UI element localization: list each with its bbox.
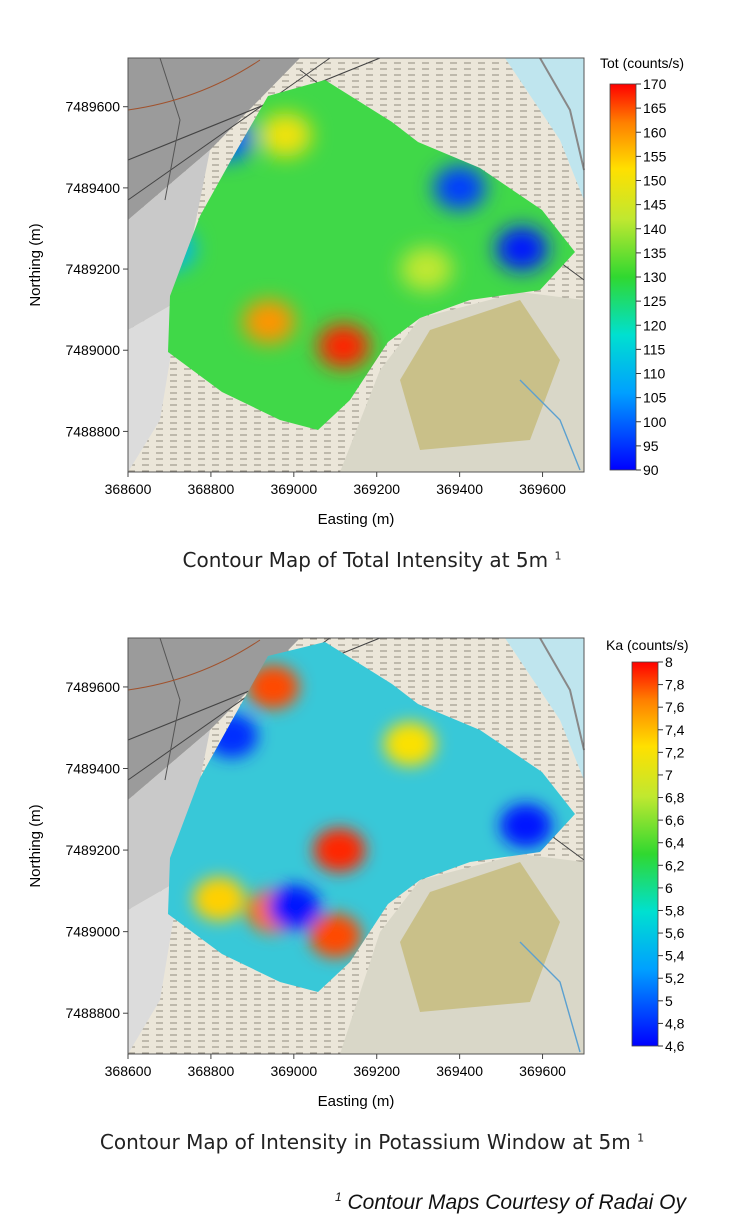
x-tick-label: 369200 — [353, 481, 400, 497]
colorbar-tick-label: 8 — [665, 654, 673, 670]
x-tick-label: 369400 — [436, 1063, 483, 1079]
x-tick-label: 368800 — [188, 481, 235, 497]
colorbar-tick-label: 140 — [643, 221, 667, 237]
colorbar-title: Tot (counts/s) — [600, 55, 684, 71]
contour-hotspot — [383, 722, 436, 767]
colorbar-tick-label: 5 — [665, 993, 673, 1009]
colorbar-tick-label: 7,6 — [665, 699, 685, 715]
y-tick-label: 7489400 — [65, 761, 120, 777]
colorbar-tick-label: 6,6 — [665, 812, 685, 828]
colorbar-tick-label: 6 — [665, 880, 673, 896]
colorbar-tick-label: 7 — [665, 767, 673, 783]
contour-hotspot — [317, 324, 370, 369]
x-tick-label: 368600 — [105, 481, 152, 497]
contour-hotspot — [309, 913, 362, 958]
y-tick-label: 7489000 — [65, 924, 120, 940]
x-tick-label: 369200 — [353, 1063, 400, 1079]
contour-hotspot — [400, 247, 453, 292]
y-tick-label: 7489200 — [65, 261, 120, 277]
y-tick-label: 7489000 — [65, 342, 120, 358]
plot-frame — [127, 57, 585, 473]
x-tick-label: 368800 — [188, 1063, 235, 1079]
caption-total-intensity: Contour Map of Total Intensity at 5m 1 — [182, 548, 562, 572]
contour-hotspot — [193, 877, 246, 922]
colorbar-tick-label: 5,2 — [665, 970, 685, 986]
colorbar-tick-label: 125 — [643, 293, 667, 309]
caption-potassium: Contour Map of Intensity in Potassium Wi… — [99, 1130, 645, 1154]
colorbar-tick-label: 4,6 — [665, 1038, 685, 1054]
colorbar-tick-label: 4,8 — [665, 1015, 685, 1031]
x-tick-label: 369600 — [519, 1063, 566, 1079]
colorbar-tick-label: 6,2 — [665, 857, 685, 873]
x-axis-label: Easting (m) — [318, 1093, 395, 1110]
colorbar-tick-label: 115 — [643, 341, 666, 357]
colorbar-tick-label: 105 — [643, 390, 667, 406]
y-axis-label: Northing (m) — [27, 804, 44, 887]
colorbar — [609, 83, 637, 471]
potassium-map: 368600 368800 369000 369200 369400 369600 7489… — [27, 637, 688, 1110]
contour-hotspot — [267, 885, 320, 930]
colorbar-tick-label: 165 — [643, 100, 667, 116]
colorbar-tick-label: 135 — [643, 245, 667, 261]
y-tick-label: 7489600 — [65, 679, 120, 695]
potassium-figure: 368600 368800 369000 369200 369400 369600 7489… — [0, 600, 744, 1170]
colorbar-tick-label: 95 — [643, 438, 659, 454]
total-intensity-figure: 368600 368800 369000 369200 369400 369600 7489… — [0, 0, 744, 590]
x-tick-label: 369000 — [270, 481, 317, 497]
contour-hotspot — [313, 828, 366, 873]
colorbar-tick-label: 5,8 — [665, 902, 685, 918]
y-axis-label: Northing (m) — [27, 223, 44, 306]
colorbar-tick-label: 130 — [643, 269, 667, 285]
contour-hotspot — [247, 664, 300, 709]
colorbar-tick-label: 150 — [643, 173, 667, 189]
colorbar-tick-label: 7,4 — [665, 722, 685, 738]
colorbar-tick-label: 6,4 — [665, 835, 685, 851]
y-tick-label: 7489200 — [65, 842, 120, 858]
contour-hotspot — [259, 113, 312, 158]
contour-hotspot — [499, 803, 552, 848]
colorbar-tick-label: 110 — [643, 366, 666, 382]
colorbar-tick-label: 7,8 — [665, 677, 685, 693]
colorbar-tick-label: 7,2 — [665, 744, 685, 760]
x-tick-label: 369400 — [436, 481, 483, 497]
y-tick-label: 7489600 — [65, 99, 120, 115]
total-intensity-map: 368600 368800 369000 369200 369400 369600 7489… — [27, 55, 684, 528]
colorbar-tick-label: 100 — [643, 414, 667, 430]
colorbar-tick-label: 5,6 — [665, 925, 685, 941]
x-tick-label: 369600 — [519, 481, 566, 497]
colorbar-tick-label: 145 — [643, 197, 667, 213]
x-tick-label: 369000 — [270, 1063, 317, 1079]
x-tick-label: 368600 — [105, 1063, 152, 1079]
plot-frame — [127, 637, 585, 1055]
x-axis-label: Easting (m) — [318, 511, 395, 528]
colorbar-tick-label: 160 — [643, 124, 667, 140]
colorbar-tick-label: 5,4 — [665, 948, 685, 964]
contour-hotspot — [242, 299, 295, 344]
contour-hotspot — [495, 226, 548, 271]
colorbar-tick-label: 120 — [643, 317, 667, 333]
y-tick-label: 7488800 — [65, 1005, 120, 1021]
colorbar-tick-label: 90 — [643, 462, 659, 478]
colorbar-tick-label: 155 — [643, 148, 667, 164]
colorbar-tick-label: 6,8 — [665, 790, 685, 806]
credit-note: 1 Contour Maps Courtesy of Radai Oy — [334, 1190, 686, 1214]
colorbar-title: Ka (counts/s) — [606, 637, 688, 653]
y-tick-label: 7489400 — [65, 180, 120, 196]
contour-hotspot — [433, 165, 486, 210]
colorbar — [631, 661, 659, 1047]
y-tick-label: 7488800 — [65, 423, 120, 439]
colorbar-tick-label: 170 — [643, 76, 667, 92]
